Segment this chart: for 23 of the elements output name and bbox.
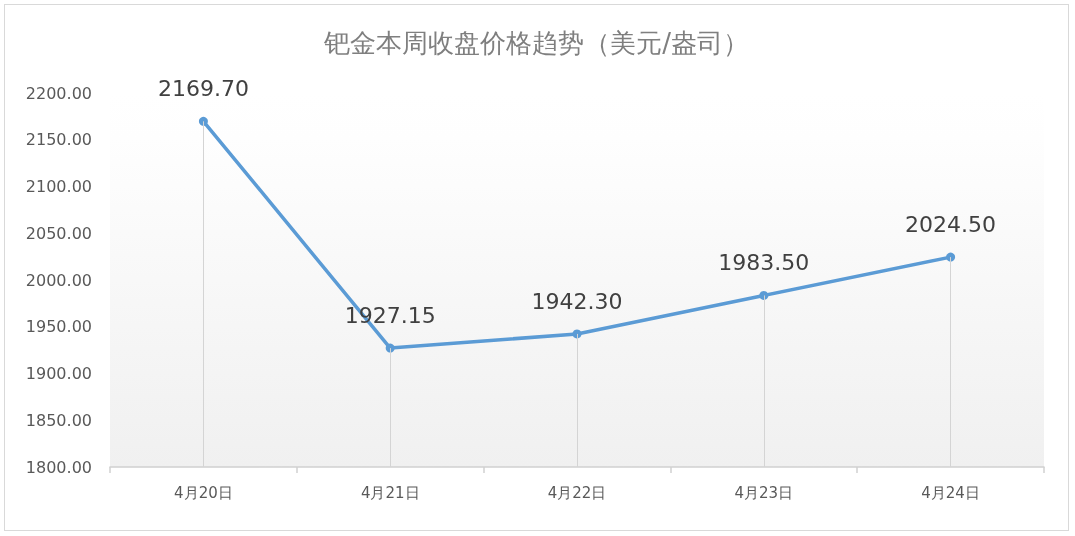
x-tick-label: 4月23日 xyxy=(734,483,794,502)
y-tick-label: 1950.00 xyxy=(25,317,92,337)
point xyxy=(198,116,208,126)
x-tick-label: 4月20日 xyxy=(174,483,233,502)
x-tick-label: 4月22日 xyxy=(547,483,607,502)
point xyxy=(572,329,582,339)
y-tick-label: 2000.00 xyxy=(25,270,92,290)
data-label: 2169.70 xyxy=(157,76,249,102)
y-tick-label: 2200.00 xyxy=(25,83,92,103)
data-label: 1942.30 xyxy=(531,288,623,314)
y-tick-label: 1850.00 xyxy=(25,410,92,430)
y-tick-label: 1900.00 xyxy=(25,364,92,383)
y-tick-label: 2100.00 xyxy=(25,177,92,196)
y-tick-label: 1800.00 xyxy=(25,457,92,477)
data-label: 2024.50 xyxy=(905,212,997,238)
x-tick-label: 4月24日 xyxy=(921,483,980,502)
y-tick-label: 2150.00 xyxy=(25,130,92,150)
point xyxy=(385,343,395,353)
point xyxy=(759,290,769,300)
chart-title: 钯金本周收盘价格趋势（美元/盎司） xyxy=(323,28,749,58)
x-tick-label: 4月21日 xyxy=(360,483,420,502)
data-label: 1983.50 xyxy=(718,250,810,276)
y-tick-label: 2050.00 xyxy=(25,223,92,243)
